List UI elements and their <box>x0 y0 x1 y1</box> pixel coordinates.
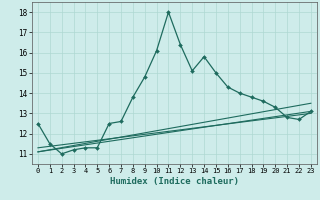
X-axis label: Humidex (Indice chaleur): Humidex (Indice chaleur) <box>110 177 239 186</box>
